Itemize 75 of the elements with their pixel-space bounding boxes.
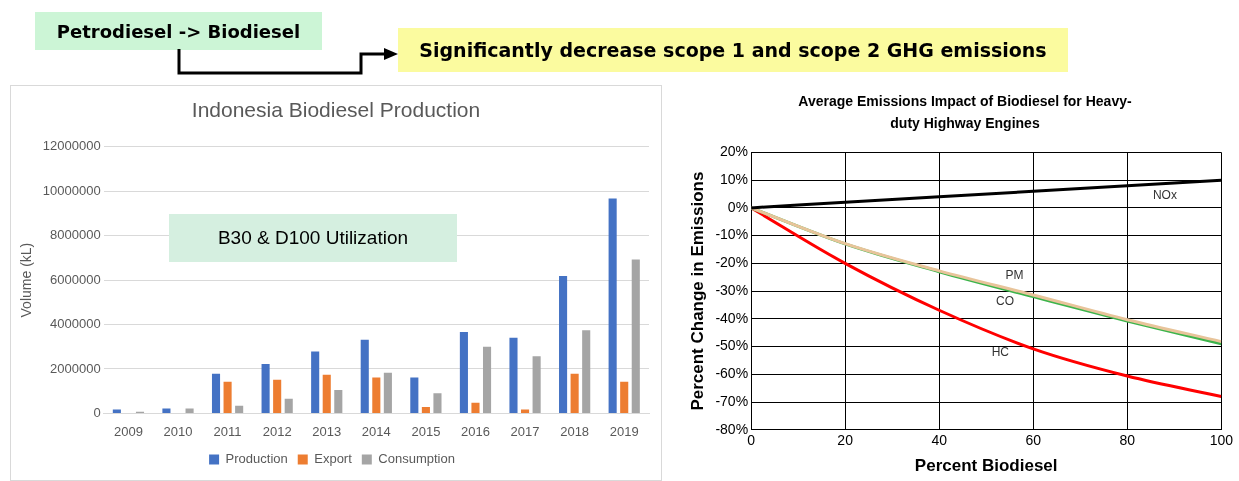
x-tick-label: 2014: [361, 423, 391, 439]
series-label: NOx: [1152, 187, 1177, 202]
bar: [334, 390, 343, 413]
y-tick-label: 10%: [720, 171, 749, 187]
x-tick-label: 2015: [411, 423, 441, 439]
legend-label: Production: [225, 451, 288, 467]
x-tick-label: 2010: [163, 423, 193, 439]
y-tick-label: -20%: [715, 254, 749, 271]
text: Significantly decrease scope 1 and scope 2 GHG emissions: [398, 28, 1068, 72]
y-tick-label: 4000000: [50, 316, 101, 332]
y-tick-label: 20%: [720, 143, 749, 160]
y-tick-label: 2000000: [50, 360, 101, 376]
y-tick-label: 0: [93, 404, 101, 420]
x-tick-label: 2016: [461, 423, 490, 439]
y-axis-title: Volume (kL): [18, 242, 35, 318]
bar: [532, 356, 541, 413]
x-tick-label: 80: [1119, 432, 1136, 449]
bar: [559, 275, 568, 413]
x-tick-label: 2019: [609, 423, 639, 439]
x-tick-label: 2009: [113, 423, 143, 439]
bar: [471, 402, 480, 413]
y-tick-label: -30%: [715, 281, 749, 298]
bar: [483, 346, 492, 413]
y-tick-label: 10000000: [42, 182, 101, 198]
bar: [311, 351, 320, 413]
bar: [383, 372, 392, 413]
bar: [211, 373, 221, 413]
bar: [223, 381, 232, 413]
bar: [608, 198, 617, 413]
bar: [509, 337, 518, 413]
bar: [631, 259, 640, 413]
bar: [235, 405, 244, 413]
legend-label: Export: [314, 451, 353, 467]
x-tick-label: 20: [837, 432, 854, 449]
chart-title: Indonesia Biodiesel Production: [190, 98, 482, 122]
x-axis-title: Percent Biodiesel: [914, 456, 1058, 476]
y-tick-label: 8000000: [50, 227, 101, 243]
x-tick-label: 2011: [213, 423, 242, 439]
x-tick-label: 40: [931, 432, 948, 449]
y-tick-label: 6000000: [50, 271, 101, 287]
x-tick-label: 2018: [560, 423, 590, 439]
y-tick-label: -80%: [715, 420, 749, 437]
bar: [410, 377, 419, 413]
bar: [273, 379, 282, 413]
bar: [261, 364, 270, 413]
x-tick-label: 2012: [262, 423, 292, 439]
bar: [620, 381, 629, 413]
x-tick-label: 2017: [510, 423, 540, 439]
bar: [459, 332, 468, 413]
bar: [433, 393, 442, 413]
y-tick-label: -70%: [715, 392, 749, 409]
series-label: HC: [991, 344, 1010, 359]
x-tick-label: 60: [1025, 432, 1042, 449]
y-tick-label: 12000000: [42, 138, 101, 154]
bar: [372, 377, 381, 413]
y-tick-label: 0%: [727, 198, 749, 215]
bar: [284, 398, 293, 413]
bar: [421, 406, 430, 413]
series-label: PM: [1005, 268, 1024, 283]
chart-title: Average Emissions Impact of Biodiesel for Heavy-duty Highway Engines: [797, 92, 1133, 133]
y-tick-label: -50%: [715, 337, 749, 354]
bar: [322, 374, 331, 413]
y-tick-label: -60%: [715, 365, 749, 382]
x-tick-label: 100: [1209, 432, 1234, 449]
y-axis-title: Percent Change in Emissions: [687, 171, 707, 411]
bar: [570, 373, 579, 413]
x-tick-label: 2013: [312, 423, 342, 439]
bar: [360, 339, 369, 413]
label-box: B30 & D100 Utilization: [169, 214, 457, 262]
y-tick-label: -40%: [715, 309, 749, 326]
legend-label: Consumption: [378, 451, 455, 467]
series-label: CO: [996, 294, 1015, 309]
y-tick-label: -10%: [715, 226, 749, 243]
bar: [582, 330, 591, 413]
text: Petrodiesel -> Biodiesel: [35, 12, 322, 50]
